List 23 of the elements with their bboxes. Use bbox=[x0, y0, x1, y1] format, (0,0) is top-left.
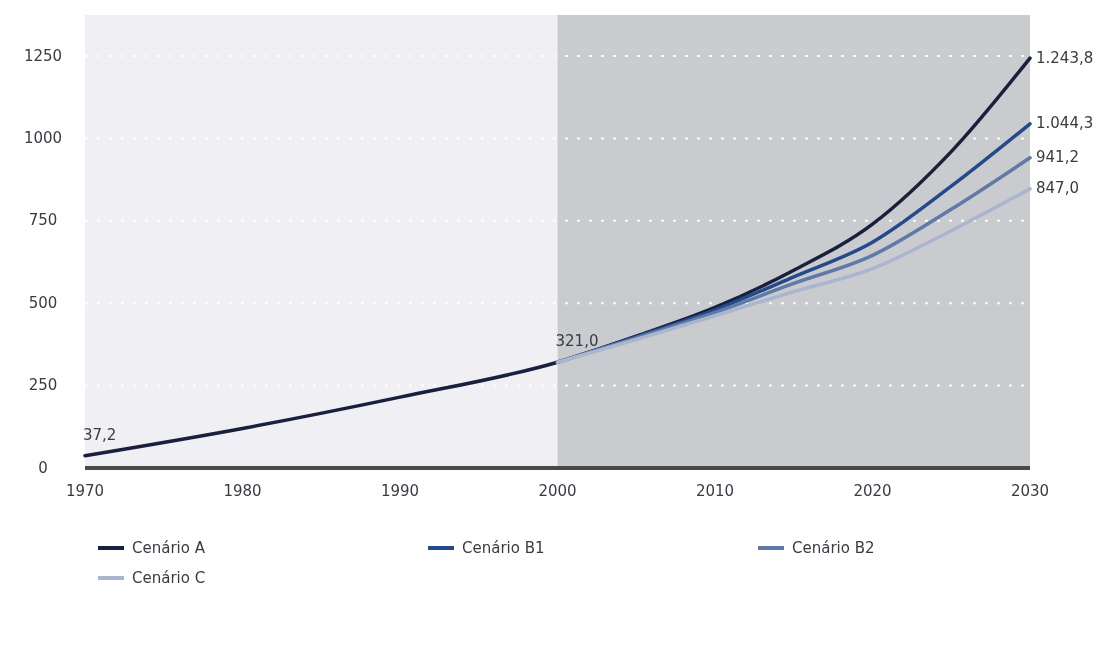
x-tick-label: 2000 bbox=[538, 482, 577, 500]
annotation: 847,0 bbox=[1036, 179, 1079, 198]
legend-label: Cenário B2 bbox=[792, 538, 875, 557]
legend-label: Cenário A bbox=[132, 538, 206, 557]
y-tick-label: 1250 bbox=[23, 46, 63, 65]
x-tick-label: 1990 bbox=[380, 482, 420, 500]
x-tick-label: 1980 bbox=[223, 482, 262, 500]
y-tick-label: 0 bbox=[38, 458, 48, 477]
annotation: 1.243,8 bbox=[1036, 48, 1094, 67]
y-tick-label: 750 bbox=[28, 211, 58, 230]
y-tick-label: 500 bbox=[28, 293, 58, 312]
x-tick-label: 2030 bbox=[1010, 482, 1050, 500]
annotation: 37,2 bbox=[83, 425, 117, 444]
annotation: 941,2 bbox=[1036, 148, 1079, 167]
x-tick-label: 1970 bbox=[65, 482, 105, 500]
annotation: 1.044,3 bbox=[1036, 114, 1094, 133]
legend-label: Cenário B1 bbox=[462, 538, 545, 557]
x-tick-label: 2020 bbox=[853, 482, 892, 500]
y-tick-label: 250 bbox=[28, 376, 58, 395]
y-tick-label: 1000 bbox=[23, 128, 63, 147]
x-tick-label: 2010 bbox=[695, 482, 735, 500]
legend-label: Cenário C bbox=[132, 568, 206, 587]
annotation: 321,0 bbox=[555, 332, 599, 351]
